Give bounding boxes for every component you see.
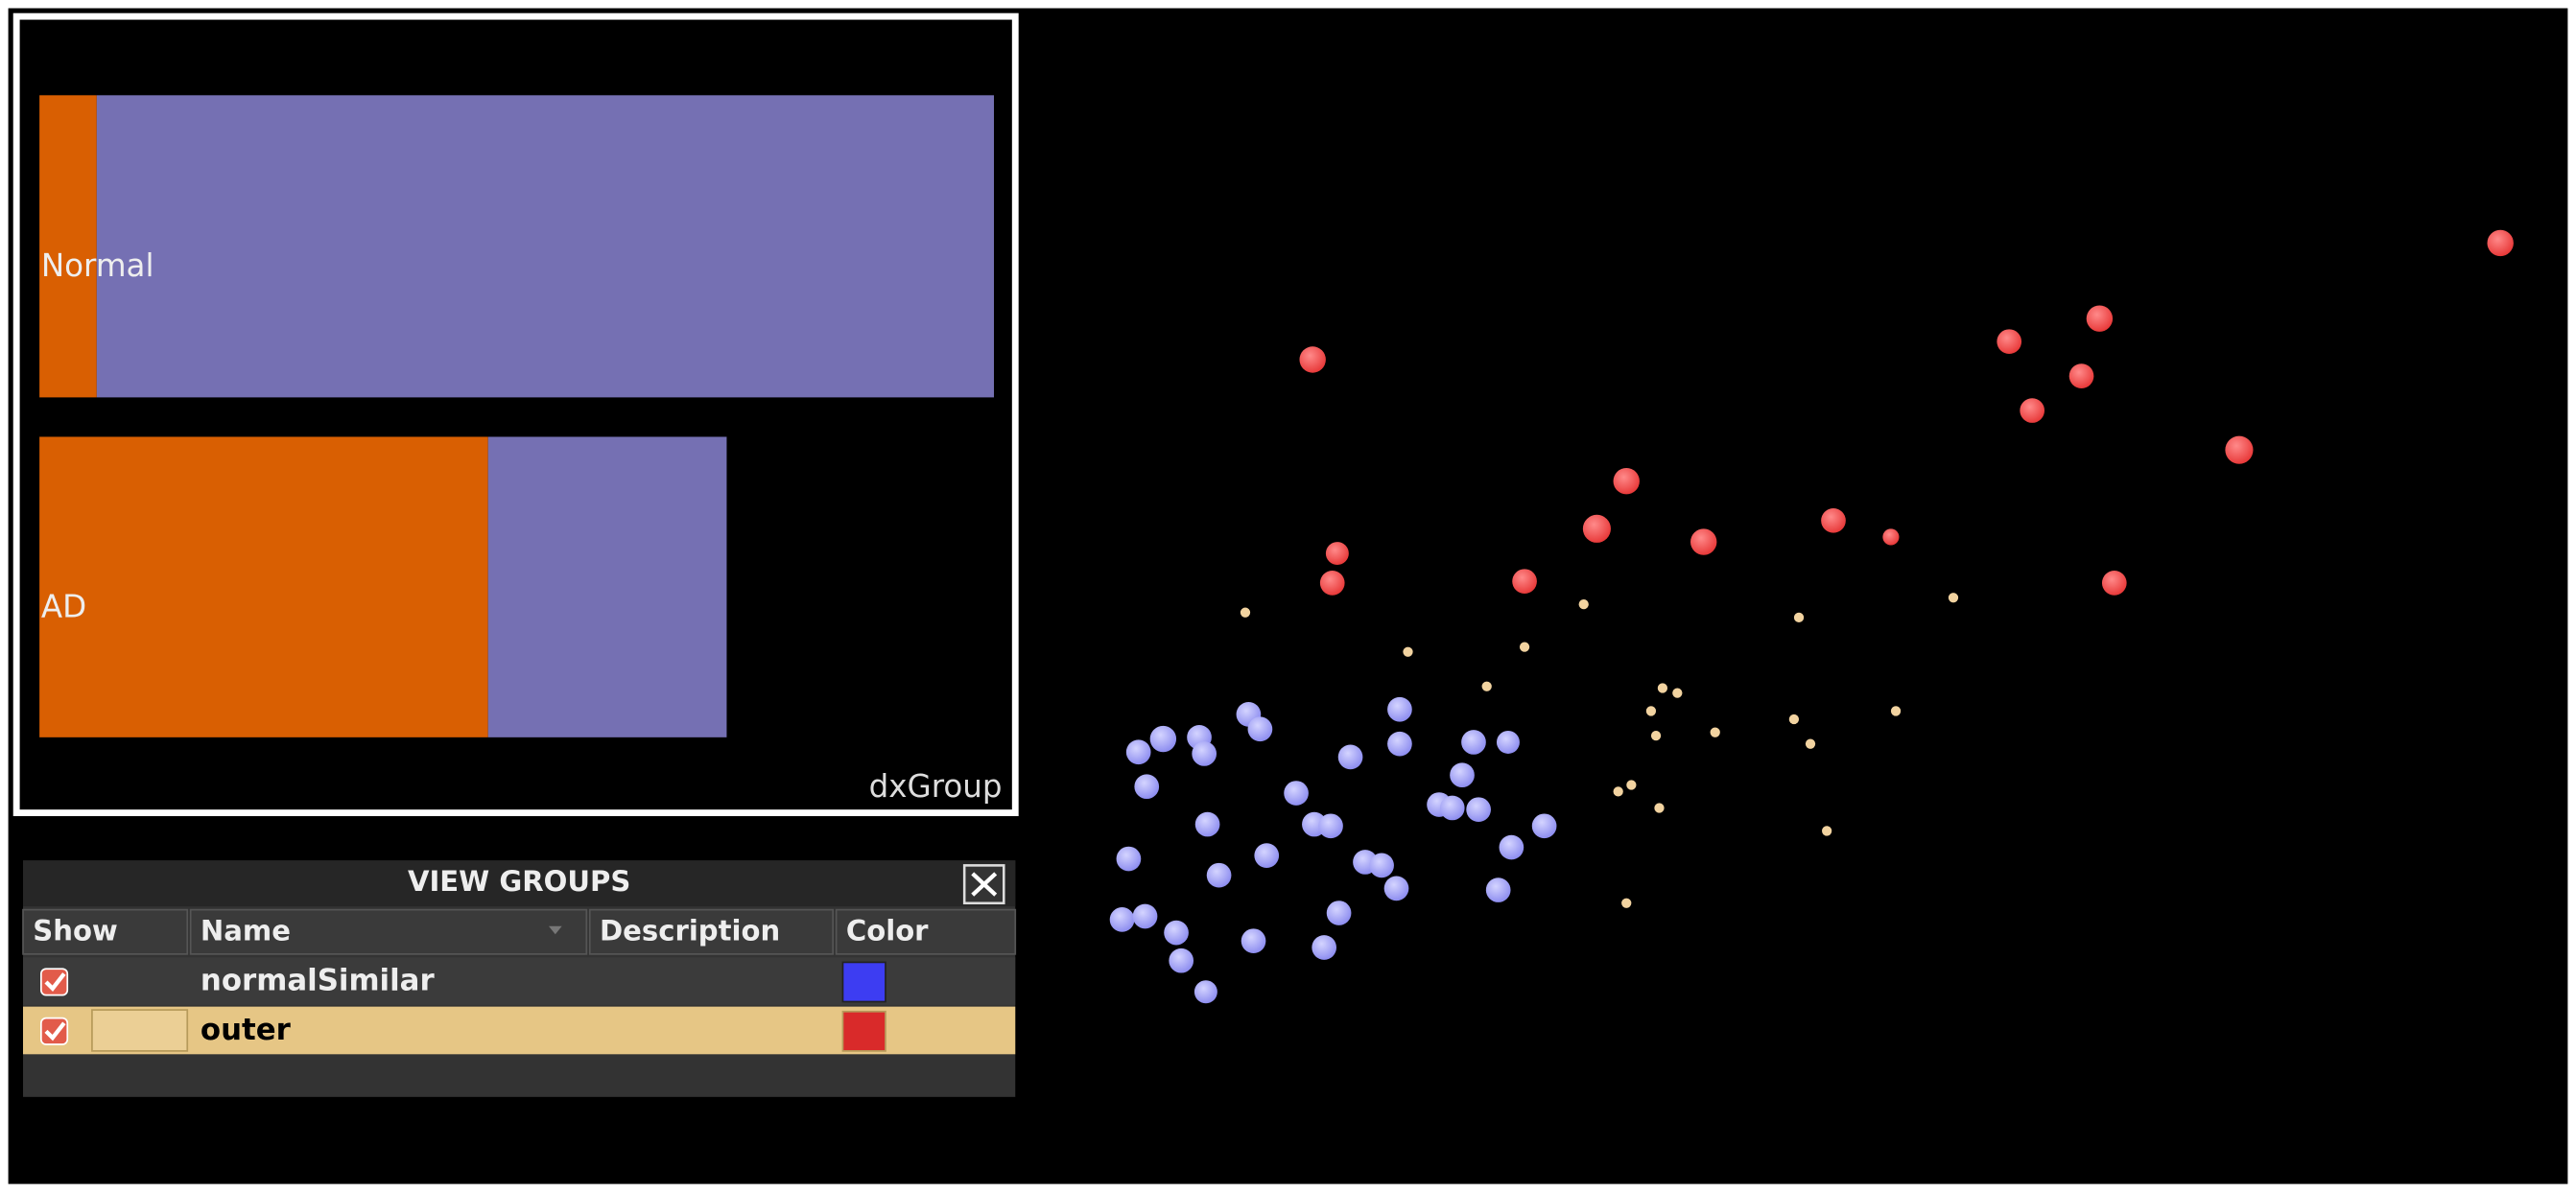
header-cell: [588, 908, 835, 955]
outer-points: [1299, 229, 2514, 596]
close-icon: [971, 872, 998, 897]
column-header[interactable]: Description: [600, 915, 780, 947]
category-label: AD: [41, 588, 86, 624]
scatter-3d: [1109, 229, 2514, 1004]
header-cell: [189, 908, 588, 955]
other-points: [1240, 593, 1959, 908]
header-cell: [22, 908, 189, 955]
column-header[interactable]: Name: [201, 915, 291, 947]
title-bar: [23, 860, 1016, 907]
bar-chart: Normal AD: [39, 95, 994, 737]
color-swatch[interactable]: [841, 1010, 886, 1052]
bar-segment: [39, 95, 97, 398]
group-name: normalSimilar: [201, 963, 436, 997]
sort-arrow: [548, 925, 562, 935]
check: [44, 972, 66, 993]
color-swatch[interactable]: [841, 961, 886, 1003]
panel-title: VIEW GROUPS: [408, 865, 630, 898]
checkbox[interactable]: [39, 1017, 69, 1045]
bar-segment: [39, 436, 488, 737]
cell-frame: [91, 1009, 189, 1052]
bar-segment: [487, 436, 727, 737]
group-label: dxGroup: [869, 768, 1003, 805]
header-cell: [835, 908, 1017, 955]
column-header[interactable]: Color: [846, 915, 929, 947]
category-label: Normal: [41, 247, 154, 284]
checkbox[interactable]: [39, 968, 69, 996]
groups-table: Show Name Description Color normalSimilar out…: [22, 908, 1017, 1055]
check: [44, 1021, 66, 1041]
normal-similar-points: [1109, 696, 1557, 1004]
view-groups-panel: VIEW GROUPS Show Name Description Color norm…: [22, 860, 1017, 1097]
column-header[interactable]: Show: [33, 915, 118, 947]
bar-segment: [96, 95, 994, 398]
group-name: outer: [201, 1013, 292, 1047]
